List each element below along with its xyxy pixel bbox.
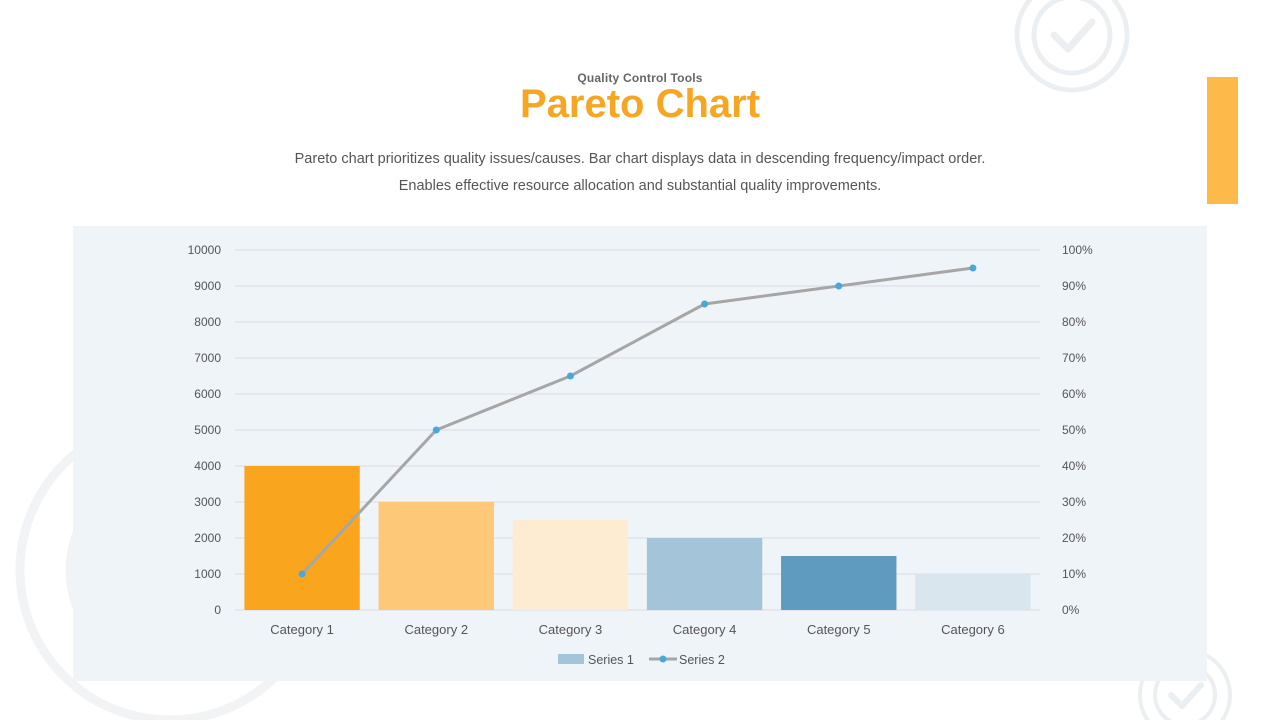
series-2-point-5 [835,282,843,290]
y-left-tick-label: 10000 [188,243,222,257]
y-left-tick-label: 9000 [194,279,221,293]
description-line-1: Pareto chart prioritizes quality issues/… [294,151,986,167]
y-right-tick-label: 80% [1062,315,1086,329]
y-left-tick-label: 8000 [194,315,221,329]
y-right-tick-label: 10% [1062,567,1086,581]
slide-title: Pareto Chart [519,82,761,126]
y-left-tick-label: 2000 [194,531,221,545]
series-2-point-1 [298,570,306,578]
y-left-tick-label: 0 [214,603,221,617]
y-right-tick-label: 50% [1062,423,1086,437]
bar-4 [646,538,763,610]
pareto-chart: 0 1000 2000 3000 4000 5000 6000 7000 8000 9000 100… [188,243,1093,667]
y-right-tick-label: 60% [1062,387,1086,401]
x-tick-label: Category 3 [539,622,603,637]
legend-label-series-2: Series 2 [679,653,725,667]
y-right-tick-label: 90% [1062,279,1086,293]
bar-6 [915,574,1031,610]
series-2-point-4 [701,300,709,308]
badge-check-icon-top-right [1014,0,1130,93]
series-2-point-2 [432,426,440,434]
x-tick-label: Category 1 [270,622,334,637]
y-right-tick-label: 0% [1062,603,1080,617]
y-left-tick-label: 6000 [194,387,221,401]
bar-3 [512,520,629,610]
y-left-tick-label: 4000 [194,459,221,473]
y-left-tick-label: 5000 [194,423,221,437]
series-2-line [300,266,974,576]
accent-bar [1207,77,1238,204]
x-tick-label: Category 2 [404,622,468,637]
legend-swatch-series-1 [558,654,584,664]
y-right-tick-label: 20% [1062,531,1086,545]
chart-panel: 0 1000 2000 3000 4000 5000 6000 7000 8000 9000 100… [73,226,1207,681]
y-left-tick-label: 3000 [194,495,221,509]
legend-marker-series-2 [659,655,667,663]
slide-subtitle: Quality Control Tools [577,71,703,85]
series-2-point-3 [566,372,574,380]
slide-description: Pareto chart prioritizes quality issues/… [0,146,1280,200]
x-tick-label: Category 5 [807,622,871,637]
bar-2 [378,502,494,610]
y-left-tick-label: 1000 [194,567,221,581]
y-right-tick-label: 100% [1062,243,1093,257]
x-tick-label: Category 6 [941,622,1005,637]
y-right-tick-label: 40% [1062,459,1086,473]
y-right-tick-label: 30% [1062,495,1086,509]
legend-label-series-1: Series 1 [588,653,634,667]
bar-1 [244,466,360,610]
x-tick-label: Category 4 [673,622,737,637]
y-right-tick-label: 70% [1062,351,1086,365]
bar-5 [781,556,897,610]
y-left-tick-label: 7000 [194,351,221,365]
series-2-point-6 [969,264,977,272]
description-line-2: Enables effective resource allocation an… [398,178,882,194]
